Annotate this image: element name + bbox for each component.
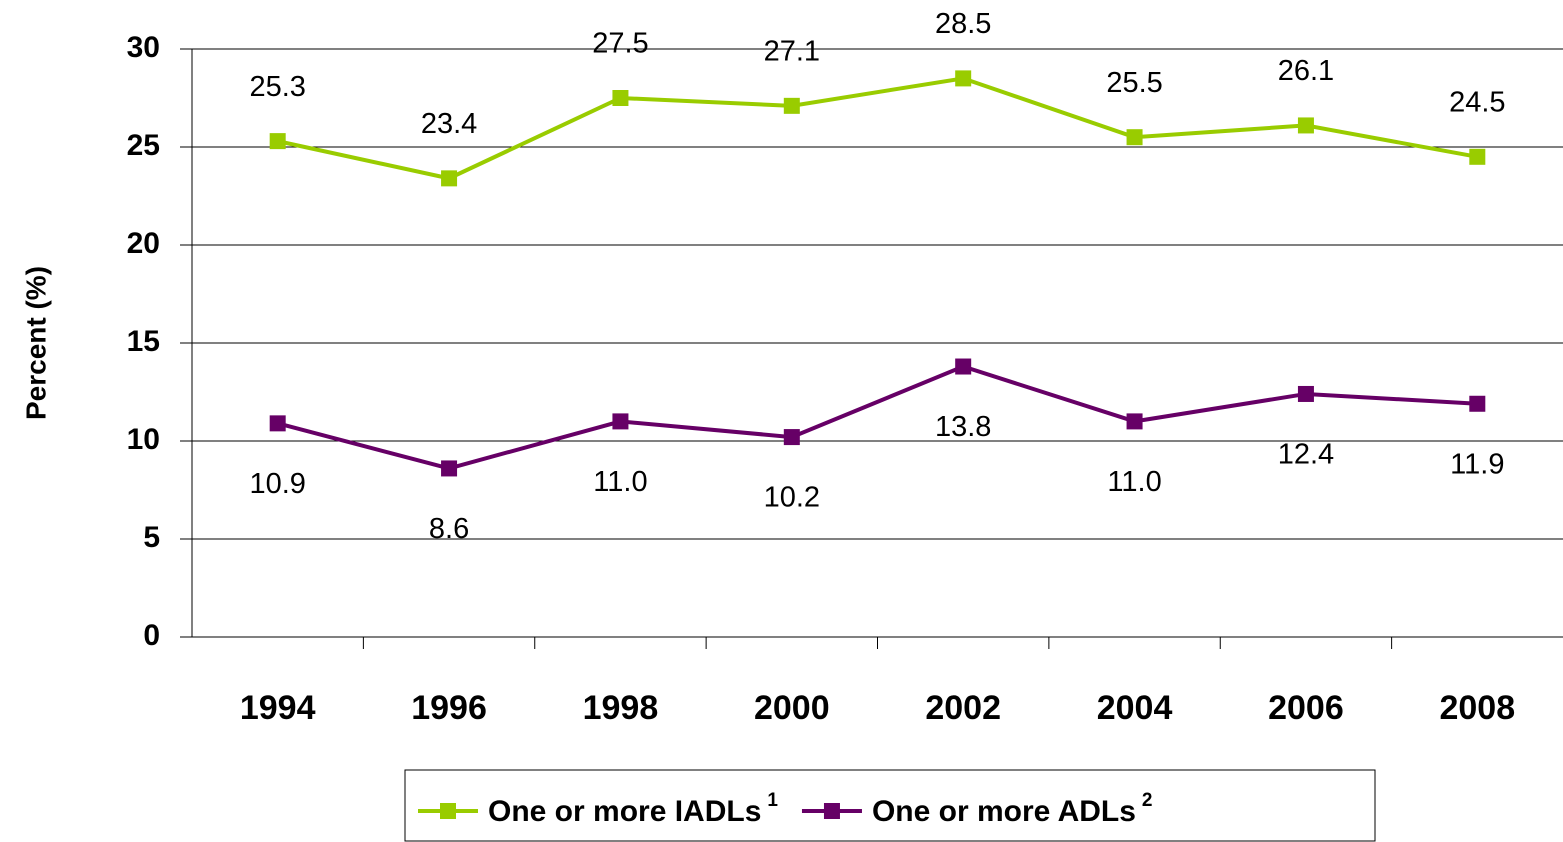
data-label: 26.1 <box>1278 55 1334 87</box>
y-tick-label: 0 <box>143 619 160 652</box>
x-tick-label: 1998 <box>583 689 659 727</box>
x-tick-label: 1994 <box>240 689 316 727</box>
legend-superscript: 2 <box>1142 790 1153 811</box>
data-label: 11.9 <box>1450 448 1504 480</box>
legend-marker <box>440 803 456 819</box>
series-line <box>277 364 1478 471</box>
y-tick-label: 20 <box>127 227 160 260</box>
marker <box>441 460 458 477</box>
y-tick-label: 30 <box>127 31 160 64</box>
marker <box>1126 129 1143 146</box>
x-tick-label: 2004 <box>1097 689 1173 727</box>
data-label: 11.0 <box>1107 466 1161 498</box>
series-line <box>277 76 1478 181</box>
data-label: 8.6 <box>429 513 469 545</box>
marker <box>1297 117 1314 134</box>
marker <box>955 70 972 87</box>
legend-label: One or more ADLs <box>872 795 1136 828</box>
data-label: 25.5 <box>1106 67 1162 99</box>
marker <box>612 90 629 106</box>
x-tick-label: 2008 <box>1439 689 1515 727</box>
marker <box>1469 148 1486 165</box>
marker <box>269 133 286 150</box>
marker <box>1469 395 1486 412</box>
x-tick-label: 2006 <box>1268 689 1344 727</box>
data-label: 24.5 <box>1449 86 1505 118</box>
marker <box>612 413 629 430</box>
data-label: 28.5 <box>935 8 991 40</box>
x-tick-label: 1996 <box>411 689 487 727</box>
data-label: 25.3 <box>249 71 305 103</box>
data-label: 12.4 <box>1278 439 1334 471</box>
legend-marker <box>823 803 840 819</box>
data-label: 13.8 <box>935 411 991 443</box>
data-label: 10.9 <box>249 468 305 500</box>
marker <box>269 415 286 432</box>
data-label: 27.5 <box>592 28 648 60</box>
y-tick-label: 15 <box>127 325 160 358</box>
data-label: 23.4 <box>421 108 477 140</box>
x-tick-label: 2000 <box>754 689 830 727</box>
y-axis-title: Percent (%) <box>20 266 51 420</box>
legend-box <box>404 769 1376 842</box>
y-tick-label: 25 <box>127 129 160 162</box>
marker <box>783 97 800 114</box>
data-label: 27.1 <box>764 35 820 67</box>
marker <box>955 358 972 375</box>
legend-label: One or more IADLs <box>488 795 761 828</box>
marker <box>1297 385 1314 402</box>
y-tick-label: 5 <box>143 521 160 554</box>
x-tick-label: 2002 <box>925 689 1001 727</box>
data-label: 10.2 <box>764 482 820 514</box>
marker <box>1126 413 1143 430</box>
marker <box>441 170 458 187</box>
y-tick-label: 10 <box>127 423 160 456</box>
data-label: 11.0 <box>593 466 647 498</box>
marker <box>783 429 800 446</box>
legend-superscript: 1 <box>767 790 778 811</box>
